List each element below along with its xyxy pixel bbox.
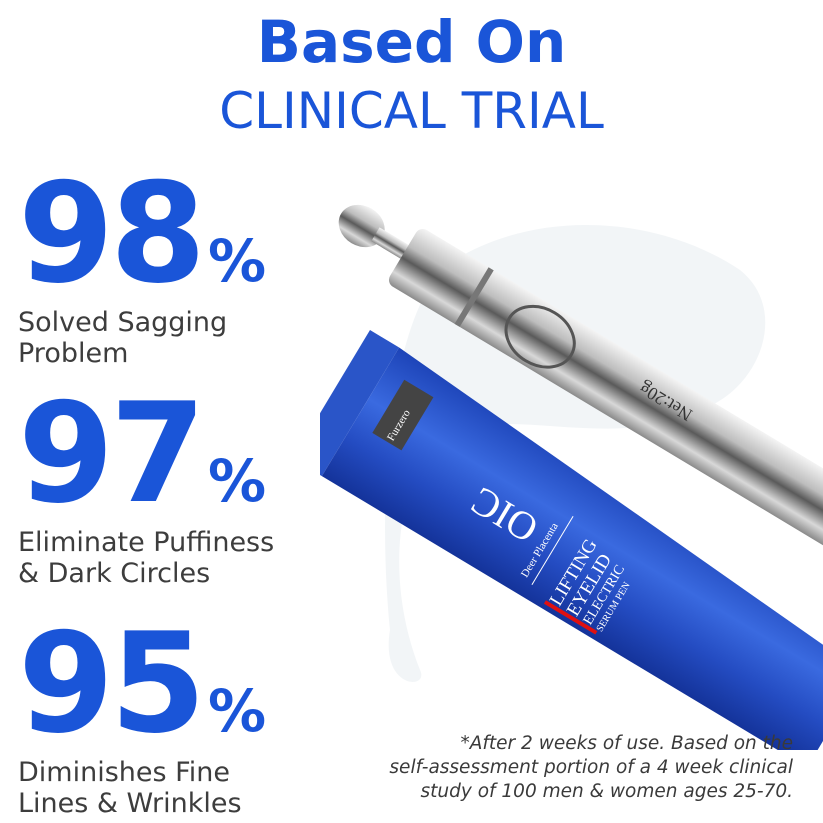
stat-unit: %: [208, 227, 267, 295]
brand-tag: [372, 379, 434, 451]
footnote-line3: study of 100 men & women ages 25-70.: [420, 781, 793, 802]
stat-puffiness: 97% Eliminate Puffiness & Dark Circles: [18, 385, 274, 590]
stat-label-line2: & Dark Circles: [18, 558, 211, 589]
stat-label: Eliminate Puffiness & Dark Circles: [18, 527, 274, 589]
stat-label-line1: Eliminate Puffiness: [18, 527, 275, 558]
footnote-line2: self-assessment portion of a 4 week clin…: [389, 757, 793, 778]
red-accent: [543, 600, 598, 635]
stat-wrinkles: 95% Diminishes Fine Lines & Wrinkles: [18, 615, 267, 820]
stat-label: Diminishes Fine Lines & Wrinkles: [18, 757, 266, 819]
stat-unit: %: [208, 677, 267, 745]
stat-label-line2: Problem: [18, 338, 129, 369]
stat-value: 97: [18, 373, 206, 534]
footnote-line1: *After 2 weeks of use. Based on the: [460, 733, 794, 754]
stat-unit: %: [208, 447, 267, 515]
serum-smear: [385, 225, 766, 682]
headline-line1: Based On: [256, 8, 567, 76]
tube-crimp: [320, 330, 400, 477]
product-image: Net:20g Furzero OIC Deer Placenta LIFTIN…: [320, 204, 823, 750]
stat-label: Solved Sagging Problem: [18, 307, 266, 369]
stat-label-line2: Lines & Wrinkles: [18, 788, 242, 819]
blue-serum-tube: Furzero OIC Deer Placenta LIFTING EYELID…: [320, 330, 823, 750]
stat-value: 98: [18, 153, 206, 314]
stat-value: 95: [18, 603, 206, 764]
stat-label-line1: Diminishes Fine: [18, 757, 230, 788]
headline-line2: CLINICAL TRIAL: [219, 82, 604, 140]
footnote: *After 2 weeks of use. Based on the self…: [343, 732, 793, 804]
stat-label-line1: Solved Sagging: [18, 307, 228, 338]
silver-pen: Net:20g: [338, 204, 823, 548]
stat-sagging: 98% Solved Sagging Problem: [18, 165, 267, 370]
